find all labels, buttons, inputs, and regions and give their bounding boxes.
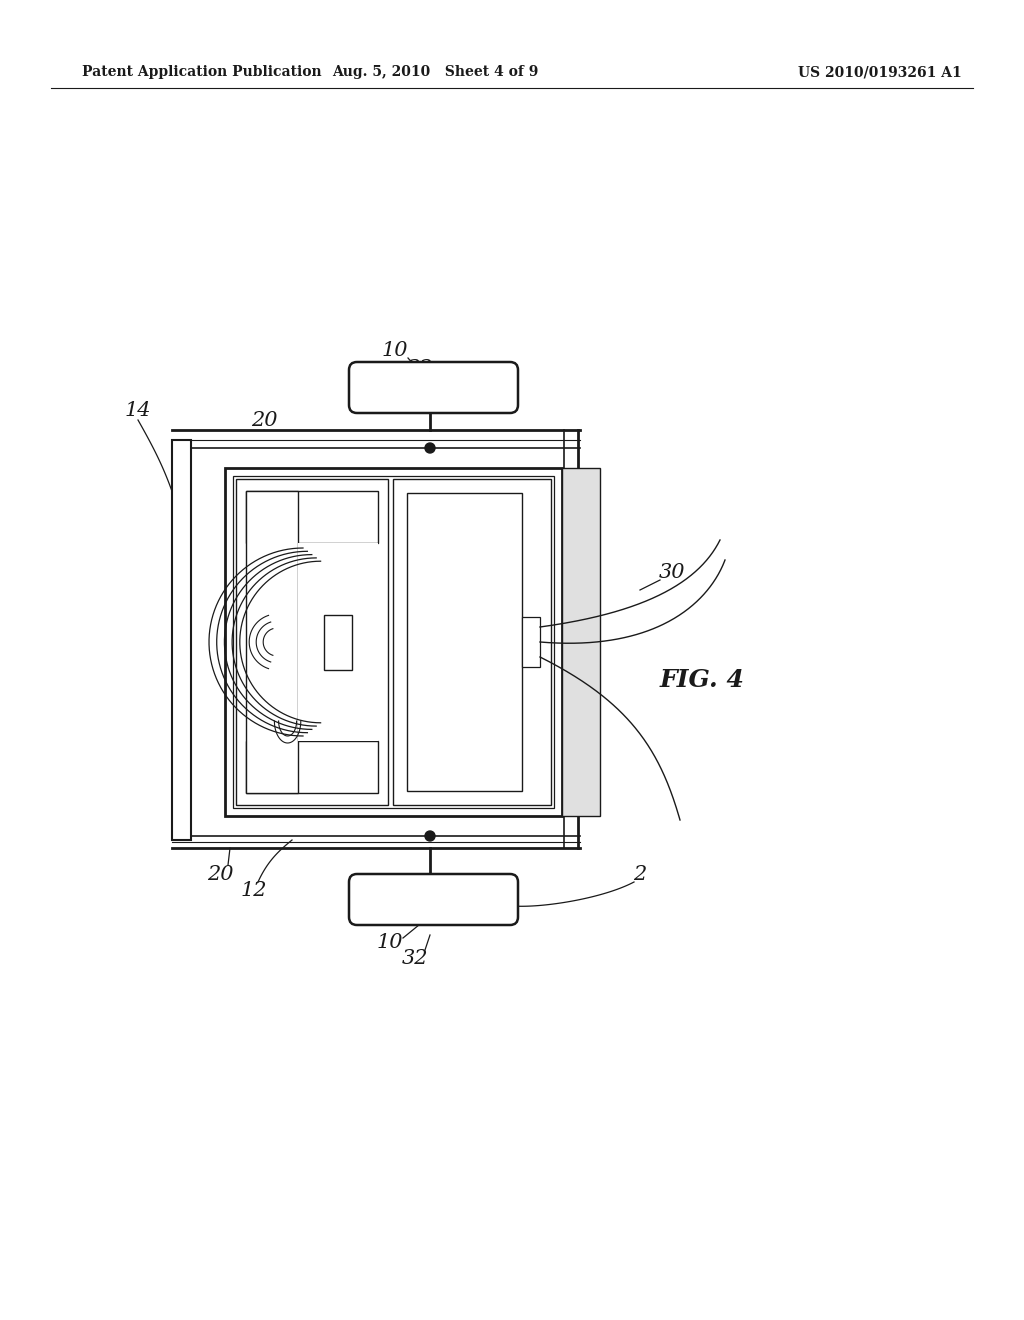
Bar <box>407 492 522 791</box>
Text: FIG. 4: FIG. 4 <box>660 668 744 692</box>
Text: 10: 10 <box>377 932 403 952</box>
Text: 20: 20 <box>207 866 233 884</box>
Text: 32: 32 <box>401 949 428 968</box>
FancyBboxPatch shape <box>349 362 518 413</box>
Bar <box>246 741 378 793</box>
Bar <box>562 469 600 816</box>
Text: US 2010/0193261 A1: US 2010/0193261 A1 <box>798 65 962 79</box>
Bar <box>298 543 378 741</box>
Text: 12: 12 <box>241 880 267 899</box>
Bar <box>393 479 551 805</box>
Bar <box>225 469 562 816</box>
Text: 20: 20 <box>251 411 278 429</box>
Bar <box>236 479 388 805</box>
Bar <box>246 491 298 793</box>
Bar <box>172 430 580 447</box>
Bar <box>522 616 540 667</box>
Text: 32: 32 <box>407 359 433 378</box>
Text: Aug. 5, 2010   Sheet 4 of 9: Aug. 5, 2010 Sheet 4 of 9 <box>332 65 539 79</box>
Text: 14: 14 <box>125 400 152 420</box>
Bar <box>172 440 191 840</box>
Text: 30: 30 <box>658 562 685 582</box>
Bar <box>324 615 352 669</box>
Text: Patent Application Publication: Patent Application Publication <box>82 65 322 79</box>
Circle shape <box>425 444 435 453</box>
Text: 10: 10 <box>382 341 409 359</box>
Text: 2: 2 <box>634 866 646 884</box>
Bar <box>233 477 554 808</box>
Circle shape <box>425 832 435 841</box>
Bar <box>246 491 378 543</box>
FancyBboxPatch shape <box>349 874 518 925</box>
